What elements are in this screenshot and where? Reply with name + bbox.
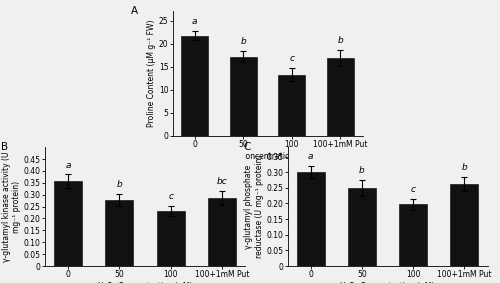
Text: C: C xyxy=(244,142,251,153)
Bar xyxy=(327,58,354,136)
Text: a: a xyxy=(308,152,314,161)
Bar xyxy=(296,172,325,266)
Text: A: A xyxy=(130,6,138,16)
Text: b: b xyxy=(116,180,122,189)
Y-axis label: Proline Content (μM g⁻¹ FW): Proline Content (μM g⁻¹ FW) xyxy=(147,20,156,127)
Text: a: a xyxy=(66,161,71,170)
Text: b: b xyxy=(462,163,467,172)
X-axis label: H₂O₂ Concentration (μM): H₂O₂ Concentration (μM) xyxy=(340,282,435,283)
Y-axis label: γ-glutamyl kinase activity (U
mg⁻¹ protein): γ-glutamyl kinase activity (U mg⁻¹ prote… xyxy=(2,151,21,262)
Text: bc: bc xyxy=(216,177,227,186)
Text: c: c xyxy=(168,192,173,201)
X-axis label: H₂O₂ Concentration (μM): H₂O₂ Concentration (μM) xyxy=(98,282,192,283)
Bar xyxy=(54,181,82,266)
Bar xyxy=(450,184,478,266)
Bar xyxy=(181,36,208,136)
Bar xyxy=(106,200,134,266)
Y-axis label: γ-glutamyl phosphate
reductase (U mg⁻¹ protein): γ-glutamyl phosphate reductase (U mg⁻¹ p… xyxy=(244,155,264,258)
Bar xyxy=(230,57,256,136)
Bar xyxy=(156,211,184,266)
X-axis label: H₂O₂ Concentration (μM): H₂O₂ Concentration (μM) xyxy=(220,152,315,161)
Text: c: c xyxy=(290,53,294,63)
Bar xyxy=(399,204,427,266)
Text: a: a xyxy=(192,17,198,26)
Text: b: b xyxy=(359,166,365,175)
Bar xyxy=(208,198,236,266)
Text: b: b xyxy=(338,36,344,45)
Text: B: B xyxy=(1,142,8,153)
Text: b: b xyxy=(240,37,246,46)
Bar xyxy=(348,188,376,266)
Bar xyxy=(278,74,305,136)
Text: c: c xyxy=(410,185,416,194)
